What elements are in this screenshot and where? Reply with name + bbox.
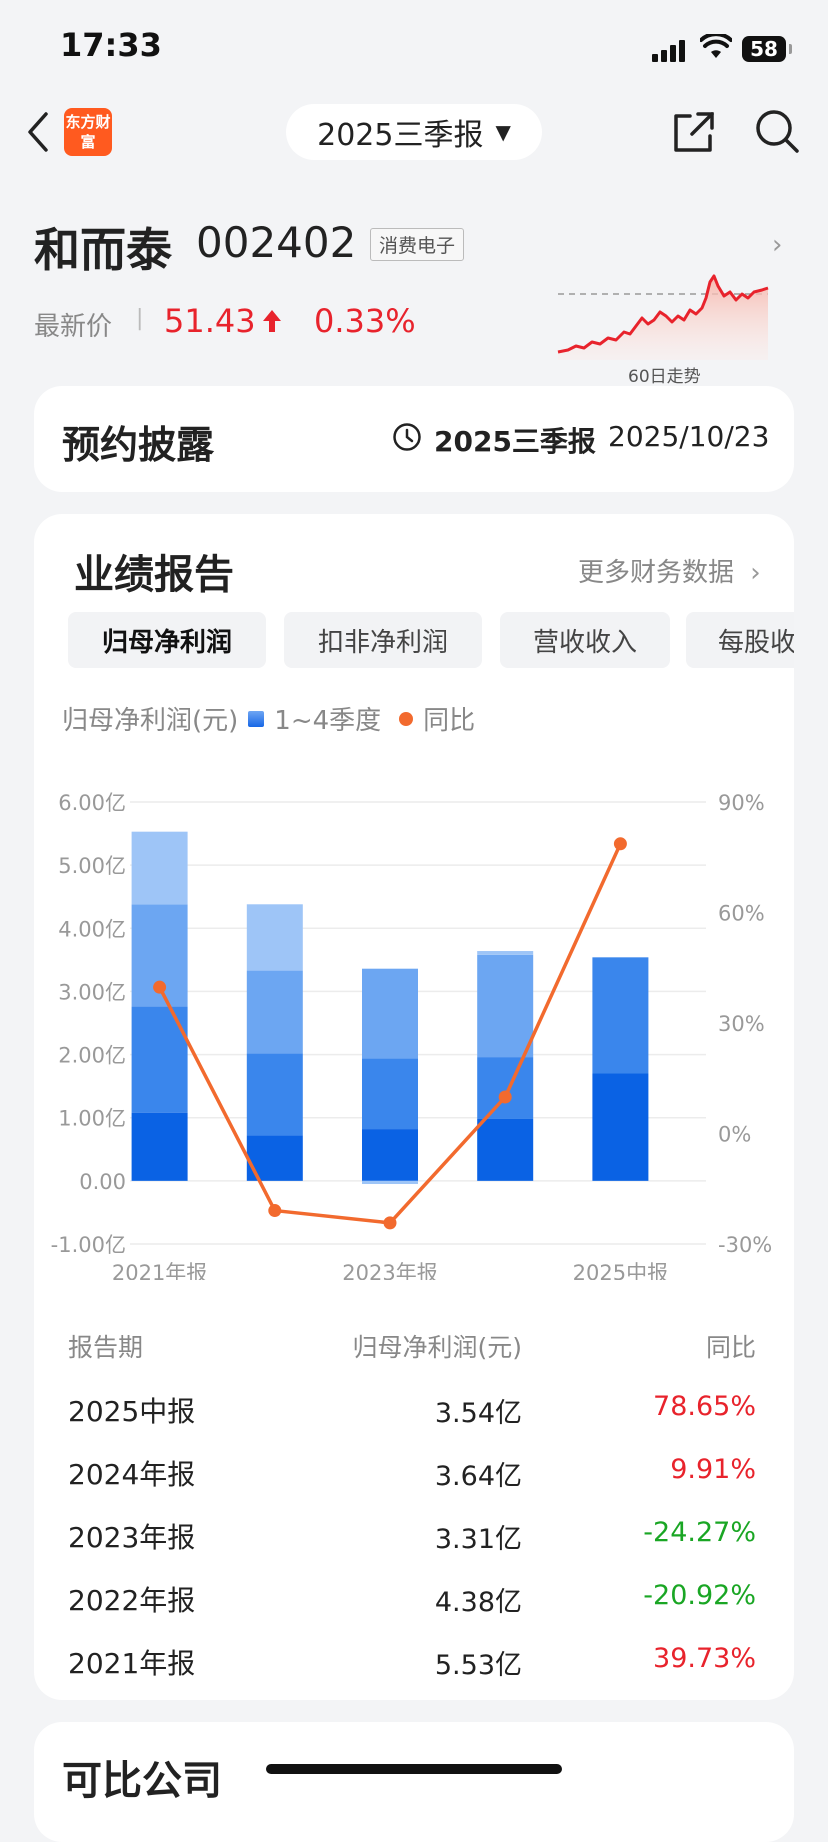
bar-segment [131, 1112, 188, 1181]
bar-segment [362, 1129, 418, 1181]
chart-legend: 归母净利润(元) 1~4季度 同比 [62, 700, 475, 737]
table-row-value: 3.54亿 [434, 1398, 522, 1429]
table-row-period: 2024年报 [68, 1458, 196, 1491]
share-icon[interactable] [672, 110, 716, 154]
bar-segment [592, 1073, 649, 1181]
table-row-yoy: 39.73% [653, 1643, 756, 1674]
bar-segment [477, 1057, 534, 1119]
latest-price-label: 最新价 [34, 312, 113, 342]
more-financial-data-link[interactable]: 更多财务数据 › [578, 552, 761, 589]
disclosure-period: 2025三季报 [434, 425, 596, 458]
bar-segment [477, 954, 534, 1058]
home-indicator [266, 1764, 562, 1774]
y-axis-right-tick: 30% [718, 1012, 765, 1036]
table-row-period: 2021年报 [68, 1647, 196, 1680]
table-row-yoy: -20.92% [643, 1580, 756, 1611]
table-row-value: 5.53亿 [434, 1650, 522, 1681]
metric-tabs: 归母净利润 扣非净利润 营收收入 每股收益 [68, 612, 794, 670]
y-axis-left-tick: 3.00亿 [58, 980, 126, 1004]
disclosure-title: 预约披露 [62, 423, 215, 467]
table-row-period: 2023年报 [68, 1521, 196, 1554]
table-row-period: 2022年报 [68, 1584, 196, 1617]
bar-segment [246, 1053, 303, 1136]
bar-segment [477, 1118, 534, 1181]
tab-eps[interactable]: 每股收益 [686, 612, 794, 668]
yoy-point [383, 1216, 397, 1230]
table-row-value: 4.38亿 [434, 1587, 522, 1618]
tab-net-profit[interactable]: 归母净利润 [68, 612, 266, 668]
separator: | [136, 306, 144, 331]
tab-revenue[interactable]: 营收收入 [500, 612, 670, 668]
bar-segment [362, 968, 418, 1059]
trend-label: 60日走势 [628, 367, 701, 387]
period-selector[interactable]: 2025三季报 ▼ [286, 104, 542, 160]
chevron-right-icon[interactable]: › [772, 230, 783, 260]
period-selector-label: 2025三季报 [317, 118, 484, 153]
latest-price: 51.43 [164, 302, 256, 340]
y-axis-right-tick: -30% [718, 1233, 772, 1257]
legend-bar-swatch [248, 710, 265, 727]
chevron-right-icon: › [750, 558, 761, 588]
table-header-yoy: 同比 [705, 1333, 756, 1362]
y-axis-left-tick: 5.00亿 [58, 854, 126, 878]
table-header-value: 归母净利润(元) [352, 1333, 522, 1362]
tab-deducted-net-profit[interactable]: 扣非净利润 [284, 612, 482, 668]
table-row-yoy: 9.91% [670, 1454, 756, 1485]
bar-segment [592, 957, 649, 1074]
y-axis-left-tick: 2.00亿 [58, 1044, 126, 1068]
caret-down-icon: ▼ [495, 120, 511, 144]
bar-segment [362, 1180, 418, 1185]
table-row-value: 3.31亿 [434, 1524, 522, 1555]
disclosure-card [34, 386, 794, 492]
back-arrow-icon[interactable] [26, 112, 50, 152]
x-axis-tick: 2025中报 [573, 1261, 668, 1280]
net-profit-chart[interactable]: 6.00亿 5.00亿 4.00亿 3.00亿 2.00亿 1.00亿 0.00 -1.00亿… [34, 780, 794, 1280]
x-axis-tick: 2021年报 [112, 1261, 207, 1280]
legend-line-dot [399, 711, 414, 726]
price-change-pct: 0.33% [314, 302, 416, 340]
app-logo: 东方财富 [64, 108, 112, 156]
legend-metric: 归母净利润(元) [62, 706, 239, 736]
bar-segment [477, 951, 534, 955]
y-axis-left-tick: 0.00 [79, 1170, 126, 1194]
y-axis-right-tick: 0% [718, 1123, 751, 1147]
y-axis-left-tick: 4.00亿 [58, 917, 126, 941]
table-row-yoy: -24.27% [643, 1517, 756, 1548]
legend-bars: 1~4季度 [274, 706, 382, 736]
y-axis-right-tick: 90% [718, 791, 765, 815]
bar-segment [246, 904, 303, 971]
yoy-point [268, 1204, 282, 1218]
cellular-signal-icon [652, 40, 688, 62]
bar-segment [246, 970, 303, 1054]
bar-segment [131, 831, 188, 905]
clock-icon [393, 423, 421, 451]
yoy-point [498, 1090, 512, 1104]
yoy-point [153, 980, 167, 994]
y-axis-left-tick: 6.00亿 [58, 791, 126, 815]
table-row-value: 3.64亿 [434, 1461, 522, 1492]
sector-tag[interactable]: 消费电子 [370, 228, 465, 261]
y-axis-right-tick: 60% [718, 902, 765, 926]
stock-code: 002402 [196, 218, 357, 267]
performance-title: 业绩报告 [74, 552, 234, 598]
trend-sparkline[interactable] [556, 272, 770, 362]
price-up-icon [263, 310, 281, 332]
table-row-yoy: 78.65% [653, 1391, 756, 1422]
y-axis-left-tick: 1.00亿 [58, 1107, 126, 1131]
legend-line: 同比 [423, 706, 476, 736]
wifi-icon [700, 34, 732, 58]
more-link-label: 更多财务数据 [578, 558, 735, 588]
search-icon[interactable] [754, 108, 800, 154]
bar-segment [362, 1058, 418, 1130]
status-time: 17:33 [60, 26, 162, 64]
x-axis-tick: 2023年报 [342, 1261, 437, 1280]
yoy-point [613, 837, 627, 851]
comparable-title: 可比公司 [62, 1758, 222, 1804]
disclosure-date: 2025/10/23 [608, 420, 770, 453]
table-header-period: 报告期 [68, 1333, 144, 1362]
battery-icon: 58 [742, 36, 792, 62]
stock-name: 和而泰 [34, 223, 172, 277]
table-row-period: 2025中报 [68, 1395, 196, 1428]
y-axis-left-tick: -1.00亿 [51, 1233, 126, 1257]
